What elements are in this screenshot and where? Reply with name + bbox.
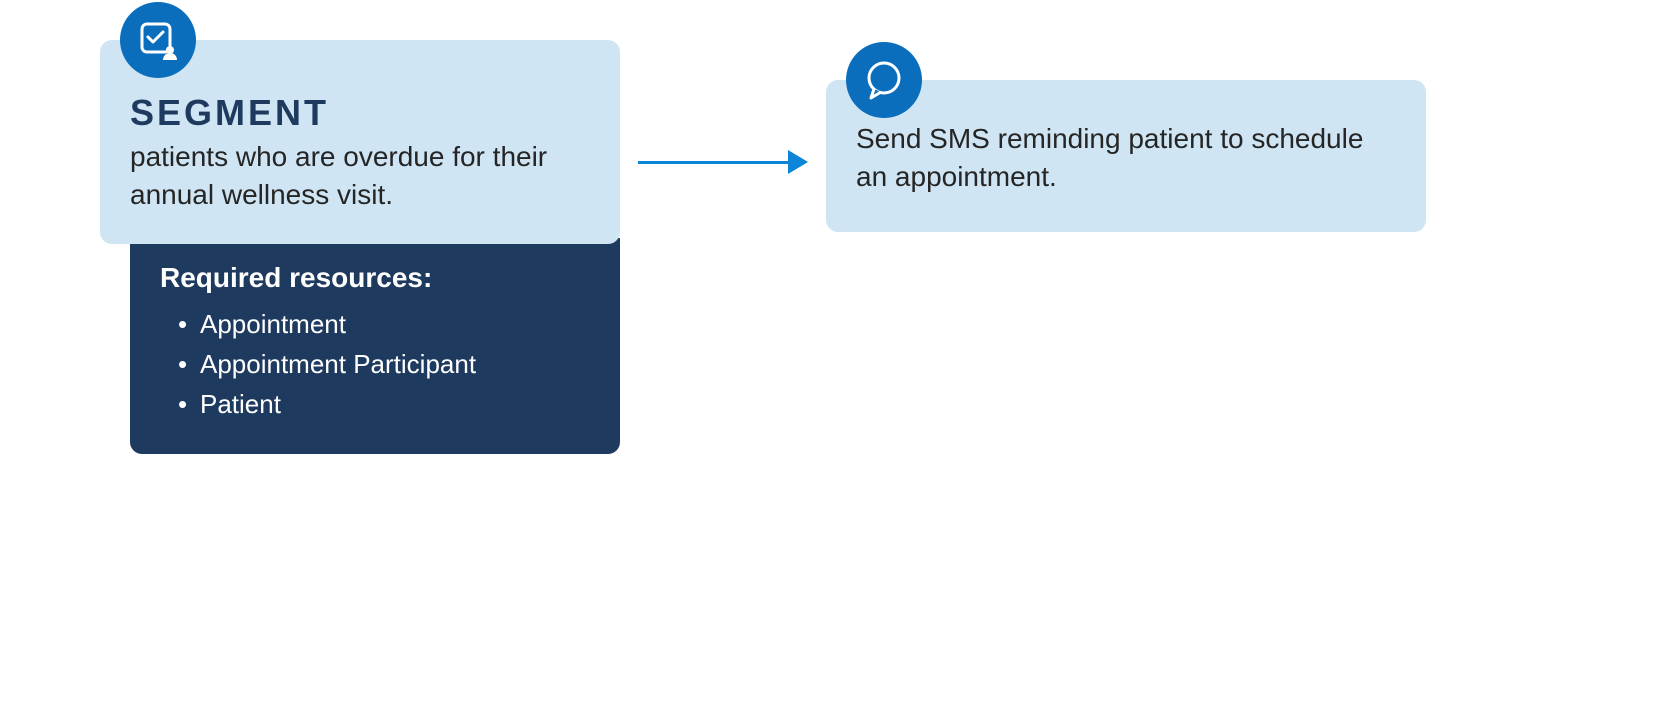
action-card: Send SMS reminding patient to schedule a…	[826, 80, 1426, 232]
segment-column: SEGMENT patients who are overdue for the…	[100, 40, 620, 454]
action-text: Send SMS reminding patient to schedule a…	[856, 120, 1396, 196]
flow-diagram: SEGMENT patients who are overdue for the…	[100, 40, 1567, 454]
resource-item: Appointment Participant	[178, 344, 590, 384]
segment-title: SEGMENT	[130, 92, 590, 134]
arrow-line	[638, 161, 788, 164]
segment-icon-badge	[120, 2, 196, 78]
resource-item: Appointment	[178, 304, 590, 344]
resource-item: Patient	[178, 384, 590, 424]
arrow-head-icon	[788, 150, 808, 174]
resources-list: Appointment Appointment Participant Pati…	[160, 304, 590, 425]
action-column: Send SMS reminding patient to schedule a…	[826, 80, 1426, 232]
resources-title: Required resources:	[160, 262, 590, 294]
flow-arrow	[620, 150, 826, 174]
resources-card: Required resources: Appointment Appointm…	[130, 238, 620, 455]
segment-card: SEGMENT patients who are overdue for the…	[100, 40, 620, 244]
chat-bubble-icon	[862, 58, 906, 102]
checkbox-user-icon	[136, 18, 180, 62]
action-icon-badge	[846, 42, 922, 118]
segment-description: patients who are overdue for their annua…	[130, 138, 590, 214]
